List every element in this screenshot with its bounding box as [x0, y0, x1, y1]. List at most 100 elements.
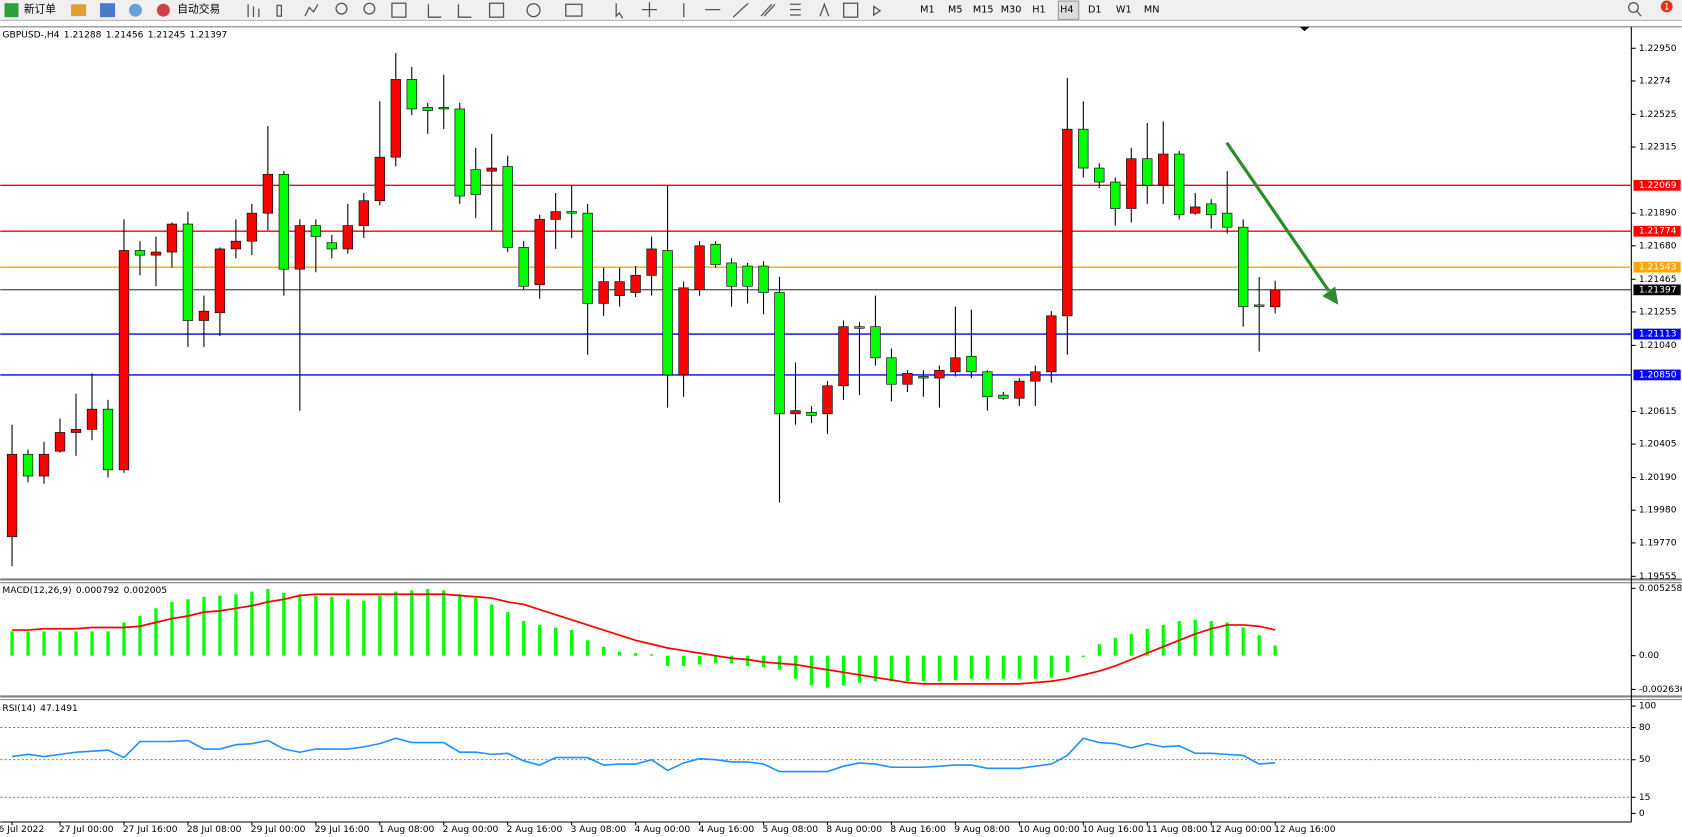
- timeframe-button[interactable]: M1: [920, 5, 934, 16]
- macd-bar: [921, 655, 926, 682]
- level-label-bg: [1633, 369, 1681, 381]
- candle-body: [1126, 158, 1137, 209]
- candle-body: [518, 247, 529, 287]
- level-label-bg: [1633, 261, 1681, 273]
- timeframe-button[interactable]: W1: [1116, 5, 1132, 16]
- macd-bar: [1145, 628, 1149, 656]
- line-chart-icon[interactable]: [304, 3, 319, 17]
- x-tick-label: 9 Aug 08:00: [954, 825, 1010, 835]
- label-icon[interactable]: [843, 2, 859, 18]
- panel-header: RSI(14) 47.1491: [2, 704, 77, 714]
- trendline-icon[interactable]: [732, 2, 749, 18]
- candle-icon[interactable]: [276, 4, 283, 17]
- x-tick-label: 10 Aug 00:00: [1018, 825, 1080, 835]
- y-tick-label: 1.19770: [1639, 538, 1677, 548]
- timeframe-button[interactable]: M5: [948, 5, 962, 16]
- macd-bar: [937, 655, 942, 682]
- text-icon[interactable]: [819, 2, 830, 17]
- timeframe-button[interactable]: H1: [1032, 5, 1045, 16]
- macd-bar: [154, 608, 158, 656]
- autoscroll-icon[interactable]: [457, 4, 472, 18]
- macd-bar: [10, 631, 14, 656]
- search-icon[interactable]: [1627, 2, 1639, 13]
- active-timeframe: [1057, 0, 1080, 20]
- y-tick-label: 0: [1639, 809, 1645, 819]
- macd-bar: [570, 630, 574, 656]
- arrows-icon[interactable]: [873, 5, 882, 17]
- toolbar-icon[interactable]: [129, 3, 142, 17]
- x-tick-label: 12 Aug 16:00: [1274, 825, 1336, 835]
- y-tick-label: 1.22950: [1639, 44, 1677, 54]
- arrow-shaft: [1225, 141, 1331, 292]
- indicators-icon[interactable]: [488, 2, 505, 18]
- zoom-in-icon[interactable]: [335, 2, 348, 15]
- level-label-bg: [1633, 225, 1681, 237]
- macd-bar: [538, 624, 542, 656]
- macd-bar: [697, 655, 702, 665]
- macd-bar: [1113, 637, 1117, 656]
- candle-body: [470, 169, 481, 195]
- candle-body: [1270, 289, 1281, 308]
- macd-bar: [394, 591, 398, 656]
- auto-trading-icon[interactable]: [156, 3, 170, 17]
- shift-icon[interactable]: [427, 4, 442, 18]
- channel-icon[interactable]: [760, 3, 776, 17]
- macd-bar: [841, 655, 846, 686]
- toolbar-icon[interactable]: [71, 4, 87, 17]
- tile-icon[interactable]: [391, 2, 407, 18]
- toolbar-icon[interactable]: [100, 3, 116, 18]
- x-tick-label: 29 Jul 16:00: [315, 825, 370, 835]
- fibo-icon[interactable]: [790, 3, 801, 16]
- x-tick-label: 10 Aug 16:00: [1082, 825, 1144, 835]
- timeframe-button[interactable]: MN: [1144, 5, 1160, 16]
- candle-body: [198, 310, 210, 321]
- macd-bar: [26, 631, 30, 656]
- zoom-out-icon[interactable]: [363, 2, 376, 15]
- bid-label-bg: [1633, 284, 1681, 296]
- timeframe-button[interactable]: M30: [1001, 5, 1022, 16]
- macd-bar: [602, 646, 606, 656]
- candle-body: [1206, 203, 1217, 216]
- macd-bar: [378, 595, 382, 656]
- bar-chart-icon[interactable]: [247, 4, 260, 18]
- auto-trading-button[interactable]: 自动交易: [177, 3, 220, 16]
- macd-bar: [1129, 633, 1133, 656]
- cursor-icon[interactable]: [615, 3, 624, 19]
- macd-bar: [1097, 644, 1101, 656]
- candle-body: [694, 245, 705, 290]
- macd-bar: [426, 589, 430, 656]
- macd-bar: [1225, 622, 1229, 656]
- notification-count: 1: [1664, 2, 1669, 12]
- timeframe-button[interactable]: M15: [973, 5, 994, 16]
- templates-icon[interactable]: [565, 3, 583, 17]
- panel-title: MACD(12,26,9): [2, 586, 71, 596]
- y-tick-label: 1.21680: [1639, 241, 1677, 251]
- new-order-icon[interactable]: [4, 3, 19, 18]
- y-tick-label: 1.20405: [1639, 440, 1677, 450]
- candle-body: [326, 242, 337, 250]
- macd-bar: [522, 621, 526, 656]
- crosshair-icon[interactable]: [641, 2, 657, 18]
- macd-bar: [346, 599, 350, 656]
- timeframe-button[interactable]: D1: [1088, 5, 1102, 16]
- macd-bar: [969, 655, 973, 679]
- timeframe-button[interactable]: H4: [1060, 5, 1073, 16]
- macd-bar: [218, 595, 222, 656]
- periods-icon[interactable]: [526, 3, 541, 18]
- y-tick-label: 1.2274: [1639, 76, 1671, 86]
- macd-bar: [458, 594, 462, 656]
- candle-body: [534, 219, 545, 286]
- y-tick-label: 1.19555: [1639, 572, 1677, 582]
- notification-badge[interactable]: [1660, 0, 1673, 13]
- new-order-button[interactable]: 新订单: [24, 3, 56, 16]
- y-tick-label: 1.19980: [1639, 506, 1677, 516]
- candle-body: [54, 432, 66, 452]
- panel-frames: [0, 26, 1682, 823]
- macd-bar: [713, 655, 718, 664]
- x-tick-label: 29 Jul 00:00: [251, 825, 306, 835]
- candle-body: [1062, 128, 1073, 317]
- macd-bar: [362, 600, 366, 656]
- candle-body: [582, 212, 593, 304]
- candle-body: [38, 453, 50, 477]
